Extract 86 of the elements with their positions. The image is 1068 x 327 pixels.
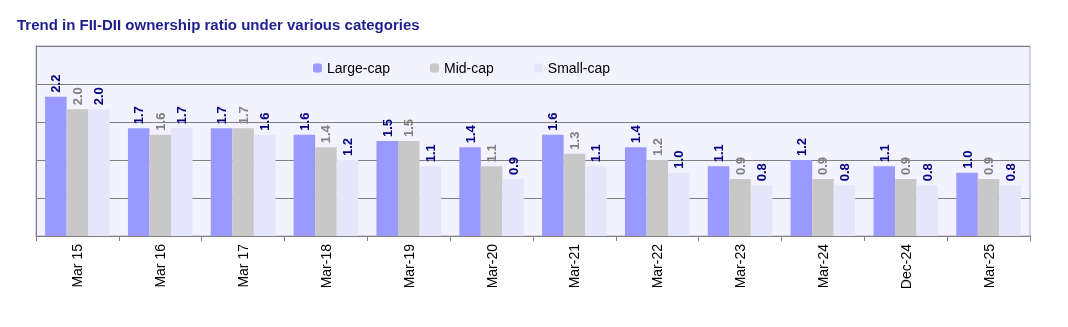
data-label: 0.8 xyxy=(754,163,770,182)
x-tick-label: Mar-21 xyxy=(566,243,583,289)
x-tick-label: Mar-24 xyxy=(814,243,831,289)
legend-label: Small-cap xyxy=(547,60,611,76)
x-tick-label: Mar-19 xyxy=(400,243,417,289)
bar xyxy=(916,185,939,236)
x-tick-label: Mar-22 xyxy=(649,243,666,289)
data-label: 1.1 xyxy=(422,144,438,163)
data-label: 1.6 xyxy=(152,112,168,131)
x-tick-label: Mar 17 xyxy=(235,243,252,288)
bar xyxy=(315,147,337,236)
bar xyxy=(171,128,193,236)
bar xyxy=(336,160,359,236)
bar xyxy=(542,134,564,236)
data-label: 1.0 xyxy=(959,150,975,169)
data-label: 1.6 xyxy=(257,112,273,131)
bar xyxy=(563,153,586,236)
bar xyxy=(894,179,917,236)
bar xyxy=(253,134,276,236)
bar xyxy=(812,179,834,236)
bar xyxy=(790,160,813,236)
data-label: 1.6 xyxy=(296,112,312,131)
bar xyxy=(88,109,110,236)
data-label: 0.8 xyxy=(836,163,852,182)
x-tick-label: Mar-18 xyxy=(317,243,334,289)
bar xyxy=(956,172,978,236)
bar xyxy=(668,172,690,236)
x-tick-label: Mar-25 xyxy=(980,243,997,289)
data-label: 1.3 xyxy=(566,131,582,150)
data-label: 1.7 xyxy=(214,106,230,125)
legend-label: Mid-cap xyxy=(444,60,495,76)
data-label: 1.5 xyxy=(379,118,395,137)
bar xyxy=(729,179,751,236)
bar xyxy=(502,179,524,236)
data-label: 0.9 xyxy=(732,156,748,175)
data-label: 1.7 xyxy=(131,106,147,125)
bar xyxy=(232,128,254,236)
data-label: 2.2 xyxy=(48,74,64,93)
data-label: 0.9 xyxy=(505,156,521,175)
data-label: 0.9 xyxy=(981,156,997,175)
data-label: 2.0 xyxy=(69,87,85,106)
data-label: 1.4 xyxy=(318,124,334,144)
bar xyxy=(459,147,481,236)
data-label: 0.9 xyxy=(815,156,831,175)
data-label: 1.2 xyxy=(793,137,809,156)
bar xyxy=(397,141,420,236)
bar xyxy=(127,128,150,236)
bar xyxy=(873,166,895,236)
bar xyxy=(750,185,773,236)
data-label: 1.1 xyxy=(876,144,892,163)
bar xyxy=(45,96,67,236)
data-label: 1.2 xyxy=(649,137,665,156)
x-tick-label: Mar-20 xyxy=(483,243,500,289)
x-tick-label: Mar-23 xyxy=(732,243,749,289)
chart-title: Trend in FII-DII ownership ratio under various categories xyxy=(17,16,420,33)
data-label: 2.0 xyxy=(91,87,107,106)
x-tick-label: Mar 16 xyxy=(152,243,169,288)
data-label: 1.2 xyxy=(339,137,355,156)
data-label: 0.8 xyxy=(1002,163,1018,182)
data-label: 1.6 xyxy=(545,112,561,131)
data-label: 0.8 xyxy=(919,163,935,182)
bar xyxy=(646,160,669,236)
bar xyxy=(624,147,647,236)
data-label: 1.0 xyxy=(671,150,687,169)
bar xyxy=(707,166,730,236)
bar xyxy=(977,179,1000,236)
data-label: 1.4 xyxy=(462,124,478,144)
bar xyxy=(210,128,233,236)
bar xyxy=(585,166,607,236)
data-label: 1.7 xyxy=(235,106,251,125)
data-label: 1.1 xyxy=(711,144,727,163)
data-label: 0.9 xyxy=(898,156,914,175)
bar xyxy=(419,166,442,236)
legend-label: Large-cap xyxy=(327,60,391,76)
data-label: 1.4 xyxy=(628,124,644,144)
bar xyxy=(376,141,398,236)
bar xyxy=(149,134,172,236)
bar xyxy=(293,134,316,236)
bar xyxy=(66,109,89,236)
data-label: 1.1 xyxy=(588,144,604,163)
data-label: 1.7 xyxy=(174,106,190,125)
x-tick-label: Dec-24 xyxy=(897,243,914,290)
bar xyxy=(480,166,503,236)
x-tick-label: Mar 15 xyxy=(69,243,86,288)
bar xyxy=(999,185,1021,236)
bar xyxy=(833,185,856,236)
